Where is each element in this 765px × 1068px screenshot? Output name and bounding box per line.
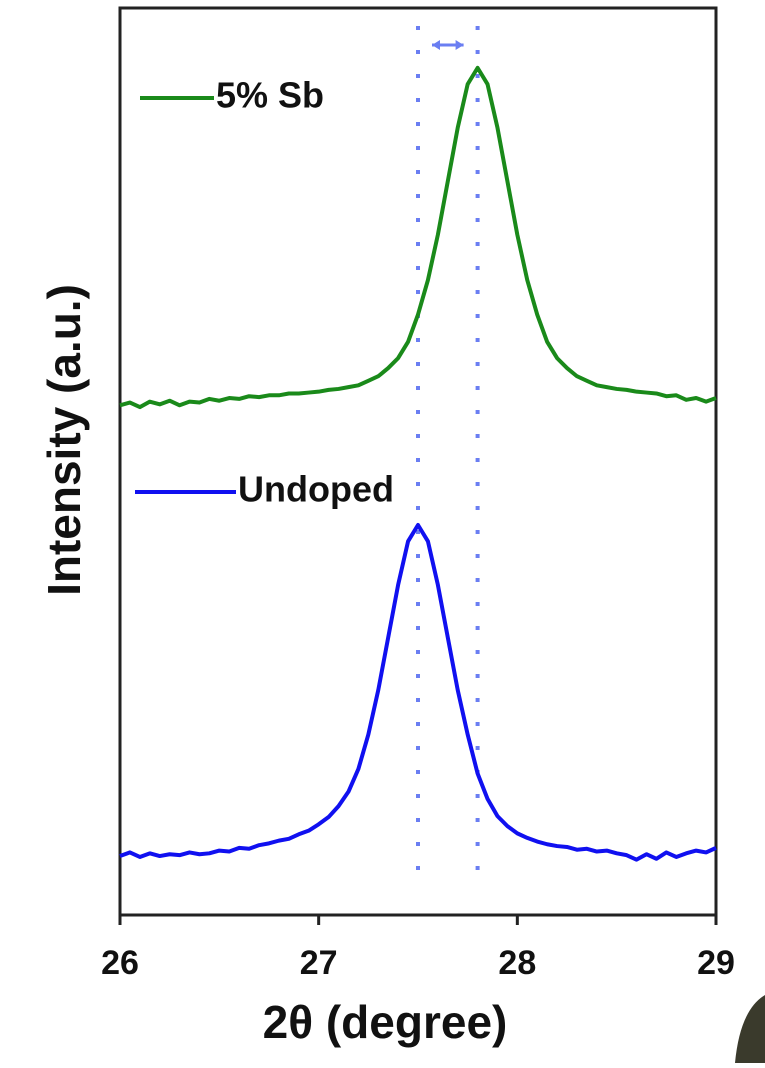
- x-tick-label: 29: [697, 944, 735, 982]
- corner-decoration: [735, 995, 765, 1063]
- shift-arrow-head: [432, 40, 464, 50]
- x-tick-label: 28: [498, 944, 536, 982]
- plot-frame: [118, 6, 718, 917]
- x-tick-label: 27: [300, 944, 338, 982]
- y-axis-label: Intensity (a.u.): [38, 284, 90, 596]
- legend-label: Undoped: [238, 469, 394, 510]
- series-line: [119, 522, 717, 862]
- x-axis-label: 2θ (degree): [263, 996, 508, 1048]
- series-line: [119, 65, 717, 410]
- legend-label: 5% Sb: [216, 75, 324, 116]
- x-tick-label: 26: [101, 944, 139, 982]
